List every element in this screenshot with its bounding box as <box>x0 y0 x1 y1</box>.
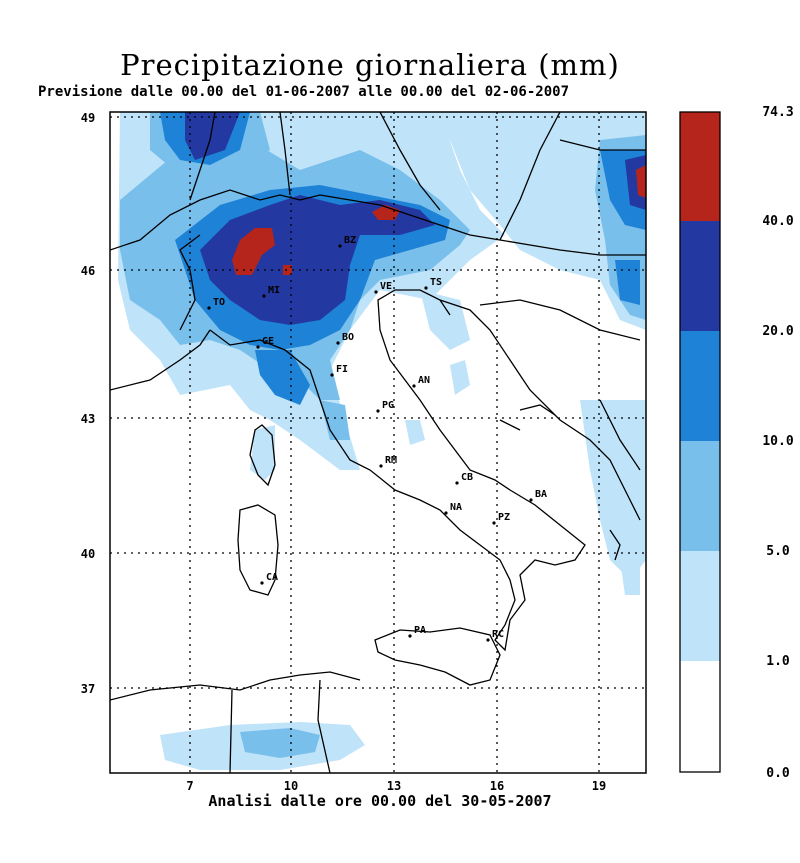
legend-label: 10.0 <box>762 434 793 449</box>
city-label-bz: BZ <box>344 235 356 246</box>
lat-tick: 43 <box>81 412 95 426</box>
city-marker <box>330 373 334 377</box>
city-label-an: AN <box>418 375 430 386</box>
city-label-ve: VE <box>380 281 392 292</box>
city-marker <box>412 384 416 388</box>
lon-tick: 19 <box>592 779 606 793</box>
city-marker <box>336 341 340 345</box>
grid-lines <box>110 112 646 773</box>
lat-tick: 40 <box>81 547 95 561</box>
lon-tick: 13 <box>387 779 401 793</box>
city-marker <box>529 498 533 502</box>
plot-frame <box>109 111 647 774</box>
city-label-rc: RC <box>492 629 504 640</box>
coastlines <box>110 112 646 773</box>
lon-tick: 7 <box>186 779 193 793</box>
lat-tick: 37 <box>81 682 95 696</box>
city-label-ts: TS <box>430 277 442 288</box>
city-marker <box>338 244 342 248</box>
city-marker <box>260 581 264 585</box>
lat-tick: 46 <box>81 264 95 278</box>
city-marker <box>262 294 266 298</box>
city-label-bo: BO <box>342 332 354 343</box>
legend-colorbar <box>679 111 721 773</box>
city-marker <box>424 286 428 290</box>
city-labels: BZ MI TO GE BO FI TS VE AN PG RM CB NA BA PZ CA PA RC <box>207 235 547 642</box>
legend-swatch <box>680 551 720 661</box>
city-marker <box>379 464 383 468</box>
city-marker <box>486 638 490 642</box>
forecast-period: Previsione dalle 00.00 del 01-06-2007 al… <box>38 84 570 100</box>
lon-tick: 10 <box>284 779 298 793</box>
legend-swatch <box>680 661 720 772</box>
city-label-rm: RM <box>385 455 397 466</box>
city-label-fi: FI <box>336 364 348 375</box>
city-label-na: NA <box>450 502 462 513</box>
lon-tick: 16 <box>490 779 504 793</box>
city-marker <box>455 481 459 485</box>
city-marker <box>492 521 496 525</box>
legend-label: 0.0 <box>766 766 790 781</box>
city-marker <box>256 345 260 349</box>
legend-label: 5.0 <box>766 544 790 559</box>
city-label-cb: CB <box>461 472 473 483</box>
city-marker <box>376 409 380 413</box>
legend-swatch <box>680 441 720 551</box>
analysis-date: Analisi dalle ore 00.00 del 30-05-2007 <box>208 792 552 810</box>
chart-title: Precipitazione giornaliera (mm) <box>120 48 620 82</box>
legend-label: 74.3 <box>762 105 793 120</box>
city-marker <box>207 306 211 310</box>
city-label-pg: PG <box>382 400 394 411</box>
city-label-ge: GE <box>262 336 274 347</box>
city-marker <box>444 511 448 515</box>
legend-swatch <box>680 221 720 331</box>
city-marker <box>374 290 378 294</box>
legend-label: 40.0 <box>762 214 793 229</box>
city-label-mi: MI <box>268 285 280 296</box>
city-label-ba: BA <box>535 489 547 500</box>
legend-swatch <box>680 331 720 441</box>
city-label-to: TO <box>213 297 225 308</box>
legend-label: 1.0 <box>766 654 790 669</box>
city-label-ca: CA <box>266 572 278 583</box>
city-label-pz: PZ <box>498 512 510 523</box>
city-label-pa: PA <box>414 625 426 636</box>
city-marker <box>408 634 412 638</box>
precipitation-field <box>118 112 646 770</box>
legend-label: 20.0 <box>762 324 793 339</box>
lat-tick: 49 <box>81 111 95 125</box>
legend-swatch <box>680 112 720 221</box>
